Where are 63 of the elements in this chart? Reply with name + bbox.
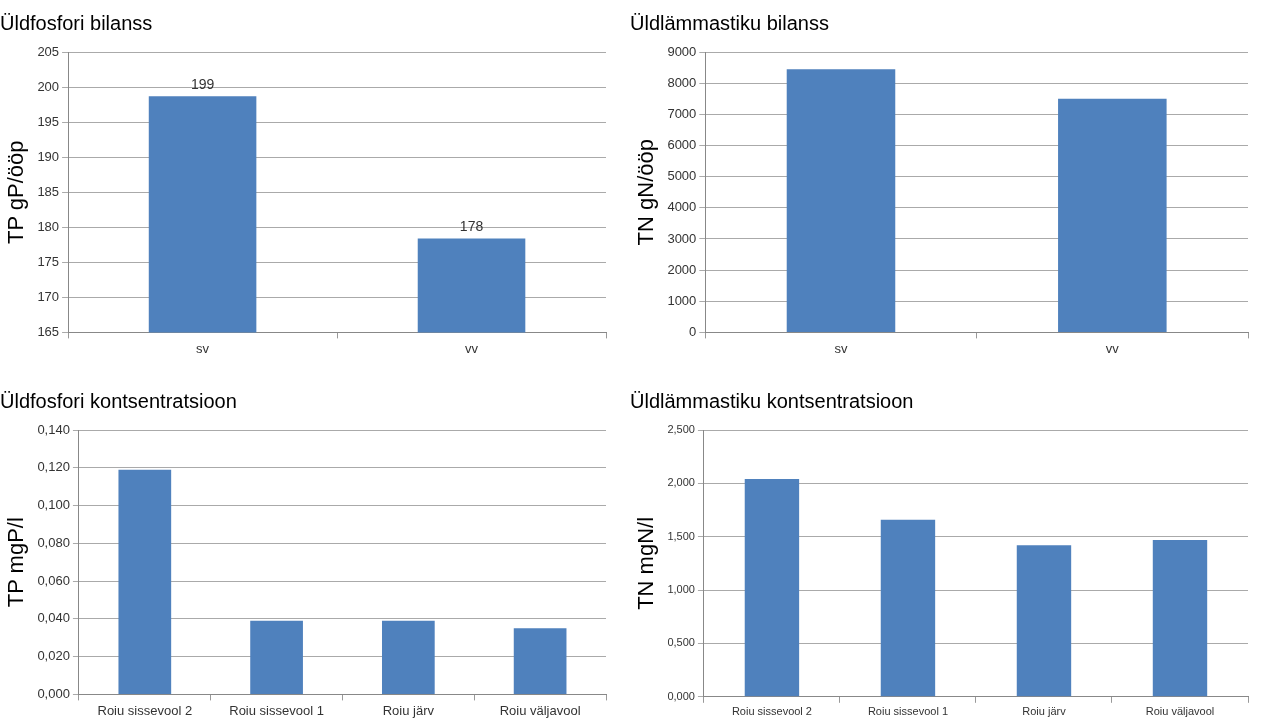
x-tick-label: Roiu väljavool xyxy=(1145,705,1215,718)
bar xyxy=(382,620,435,694)
y-axis-title: TN gN/ööp xyxy=(633,139,659,246)
y-tick-label: 1000 xyxy=(667,292,697,308)
y-tick-label: 205 xyxy=(37,43,60,59)
y-tick-label: 2000 xyxy=(667,261,697,277)
bar xyxy=(880,519,936,697)
x-tick-label: vv xyxy=(1105,340,1120,356)
y-tick-label: 180 xyxy=(37,218,60,234)
y-tick-label: 2,000 xyxy=(667,476,695,489)
y-tick-label: 5000 xyxy=(667,168,697,184)
bar xyxy=(118,469,172,694)
y-tick-label: 0,120 xyxy=(37,459,70,475)
bar xyxy=(513,628,567,694)
y-axis-title: TP mgP/l xyxy=(3,517,29,608)
x-tick-label: Roiu sissevool 2 xyxy=(731,705,812,718)
data-label: 178 xyxy=(459,218,484,235)
y-tick-label: 8000 xyxy=(667,74,697,90)
y-tick-label: 0,500 xyxy=(667,636,695,649)
y-tick-label: 0,000 xyxy=(667,689,695,702)
y-tick-label: 2,500 xyxy=(667,423,695,436)
x-tick-label: vv xyxy=(465,340,479,356)
y-tick-label: 1,500 xyxy=(667,529,695,542)
x-tick-label: sv xyxy=(196,340,210,356)
y-tick-label: 0,020 xyxy=(37,648,70,664)
x-tick-label: Roiu sissevool 2 xyxy=(97,702,193,718)
data-label: 199 xyxy=(190,76,215,93)
chart-title: Üldfosfori bilanss xyxy=(0,11,153,34)
y-tick-label: 0,140 xyxy=(37,421,70,437)
x-tick-label: Roiu järv xyxy=(382,702,435,718)
x-tick-label: Roiu sissevool 1 xyxy=(867,705,948,718)
y-tick-label: 165 xyxy=(37,323,60,339)
chart-title: Üldlämmastiku kontsentratsioon xyxy=(630,389,914,412)
y-tick-label: 0,100 xyxy=(37,497,70,513)
bar xyxy=(1152,539,1208,697)
y-tick-label: 6000 xyxy=(667,137,697,153)
x-tick-label: Roiu väljavool xyxy=(499,702,581,718)
y-axis-title: TP gP/ööp xyxy=(3,140,29,244)
y-tick-label: 195 xyxy=(37,113,60,129)
y-axis-title: TN mgN/l xyxy=(633,516,659,610)
y-tick-label: 170 xyxy=(37,288,60,304)
y-tick-label: 0,080 xyxy=(37,534,70,550)
y-tick-label: 0,000 xyxy=(37,685,70,701)
y-tick-label: 3000 xyxy=(667,230,697,246)
y-tick-label: 1,000 xyxy=(667,583,695,596)
y-tick-label: 175 xyxy=(37,253,60,269)
y-tick-label: 185 xyxy=(37,183,60,199)
y-tick-label: 200 xyxy=(37,78,60,94)
bar xyxy=(250,620,303,694)
y-tick-label: 190 xyxy=(37,148,60,164)
x-tick-label: Roiu sissevool 1 xyxy=(229,702,324,718)
x-tick-label: Roiu järv xyxy=(1022,705,1067,718)
y-tick-label: 4000 xyxy=(667,199,697,215)
chart-title: Üldfosfori kontsentratsioon xyxy=(0,389,237,412)
x-tick-label: sv xyxy=(834,340,848,356)
y-tick-label: 0,040 xyxy=(37,610,70,626)
bar xyxy=(744,479,800,697)
chart-title: Üldlämmastiku bilanss xyxy=(630,11,829,34)
y-tick-label: 0 xyxy=(689,323,697,339)
y-tick-label: 7000 xyxy=(667,105,697,121)
y-tick-label: 0,060 xyxy=(37,572,70,588)
bar xyxy=(1016,545,1072,697)
y-tick-label: 9000 xyxy=(667,43,697,59)
